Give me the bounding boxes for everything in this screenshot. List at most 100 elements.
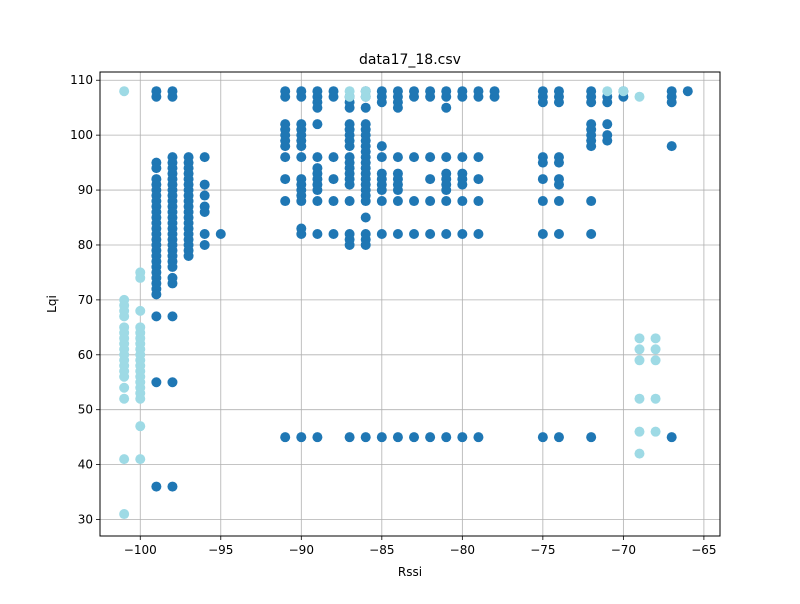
scatter-point-dark (473, 432, 484, 443)
scatter-point-dark (392, 86, 403, 97)
scatter-point-dark (537, 196, 548, 207)
y-tick-label: 40 (78, 458, 93, 472)
scatter-point-dark (537, 432, 548, 443)
scatter-point-dark (441, 86, 452, 97)
scatter-point-dark (280, 432, 291, 443)
scatter-point-dark (360, 212, 371, 223)
scatter-point-dark (457, 432, 468, 443)
scatter-point-dark (312, 152, 323, 163)
scatter-point-dark (586, 196, 597, 207)
scatter-point-dark (167, 86, 178, 97)
scatter-point-dark (409, 86, 420, 97)
scatter-point-dark (682, 86, 693, 97)
scatter-point-dark (376, 196, 387, 207)
scatter-point-dark (312, 196, 323, 207)
scatter-point-dark (151, 481, 162, 492)
scatter-point-dark (553, 86, 564, 97)
scatter-point-dark (151, 377, 162, 388)
y-tick-label: 30 (78, 513, 93, 527)
scatter-point-dark (328, 152, 339, 163)
scatter-point-dark (666, 432, 677, 443)
scatter-point-dark (344, 102, 355, 113)
scatter-point-dark (457, 228, 468, 239)
x-tick-label: −85 (369, 543, 394, 557)
scatter-point-dark (344, 196, 355, 207)
scatter-point-dark (553, 179, 564, 190)
scatter-point-dark (666, 141, 677, 152)
scatter-point-dark (215, 228, 226, 239)
scatter-point-dark (376, 185, 387, 196)
scatter-point-dark (167, 377, 178, 388)
scatter-point-light (634, 448, 645, 459)
scatter-point-light (602, 86, 613, 97)
scatter-point-light (650, 344, 661, 355)
scatter-point-dark (392, 228, 403, 239)
scatter-point-dark (167, 311, 178, 322)
scatter-point-dark (537, 228, 548, 239)
scatter-point-dark (425, 432, 436, 443)
y-tick-label: 80 (78, 238, 93, 252)
scatter-point-dark (392, 432, 403, 443)
scatter-point-dark (312, 102, 323, 113)
scatter-point-dark (328, 174, 339, 185)
y-tick-label: 60 (78, 348, 93, 362)
scatter-point-dark (409, 228, 420, 239)
scatter-point-dark (409, 196, 420, 207)
scatter-point-dark (425, 228, 436, 239)
scatter-point-dark (199, 239, 210, 250)
x-tick-label: −90 (289, 543, 314, 557)
scatter-point-dark (457, 196, 468, 207)
y-tick-label: 90 (78, 183, 93, 197)
scatter-point-dark (199, 179, 210, 190)
scatter-point-dark (183, 250, 194, 261)
scatter-point-dark (537, 157, 548, 168)
scatter-point-dark (280, 152, 291, 163)
scatter-point-dark (392, 152, 403, 163)
scatter-point-dark (376, 141, 387, 152)
scatter-point-dark (296, 86, 307, 97)
scatter-point-dark (199, 228, 210, 239)
scatter-point-dark (586, 432, 597, 443)
y-tick-label: 70 (78, 293, 93, 307)
scatter-point-dark (457, 152, 468, 163)
scatter-point-light (119, 86, 130, 97)
scatter-point-dark (553, 97, 564, 108)
scatter-point-dark (425, 152, 436, 163)
scatter-point-dark (602, 135, 613, 146)
scatter-point-dark (167, 261, 178, 272)
scatter-point-dark (296, 152, 307, 163)
scatter-point-dark (296, 196, 307, 207)
scatter-point-light (135, 393, 146, 404)
scatter-point-dark (312, 432, 323, 443)
scatter-point-light (135, 305, 146, 316)
scatter-point-dark (586, 141, 597, 152)
y-tick-label: 50 (78, 403, 93, 417)
scatter-point-light (634, 344, 645, 355)
scatter-point-dark (553, 157, 564, 168)
scatter-point-light (360, 91, 371, 102)
scatter-point-dark (473, 152, 484, 163)
scatter-point-dark (441, 228, 452, 239)
scatter-point-light (618, 86, 629, 97)
scatter-point-dark (441, 432, 452, 443)
scatter-point-light (634, 333, 645, 344)
scatter-point-dark (280, 86, 291, 97)
scatter-point-dark (586, 228, 597, 239)
scatter-point-dark (457, 179, 468, 190)
x-axis-label: Rssi (398, 565, 422, 579)
scatter-point-dark (537, 97, 548, 108)
x-tick-label: −70 (611, 543, 636, 557)
scatter-point-dark (489, 86, 500, 97)
scatter-point-light (119, 371, 130, 382)
x-tick-label: −100 (124, 543, 157, 557)
scatter-point-dark (312, 228, 323, 239)
scatter-point-dark (473, 86, 484, 97)
axis-ticks: −100 −95 −90 −85 −80 −75 −70 −65 30 40 50 60 70 80 90 1… (70, 73, 716, 557)
scatter-point-dark (376, 152, 387, 163)
scatter-point-dark (425, 196, 436, 207)
scatter-point-dark (473, 174, 484, 185)
scatter-point-light (135, 454, 146, 465)
scatter-point-dark (344, 141, 355, 152)
scatter-point-dark (666, 97, 677, 108)
